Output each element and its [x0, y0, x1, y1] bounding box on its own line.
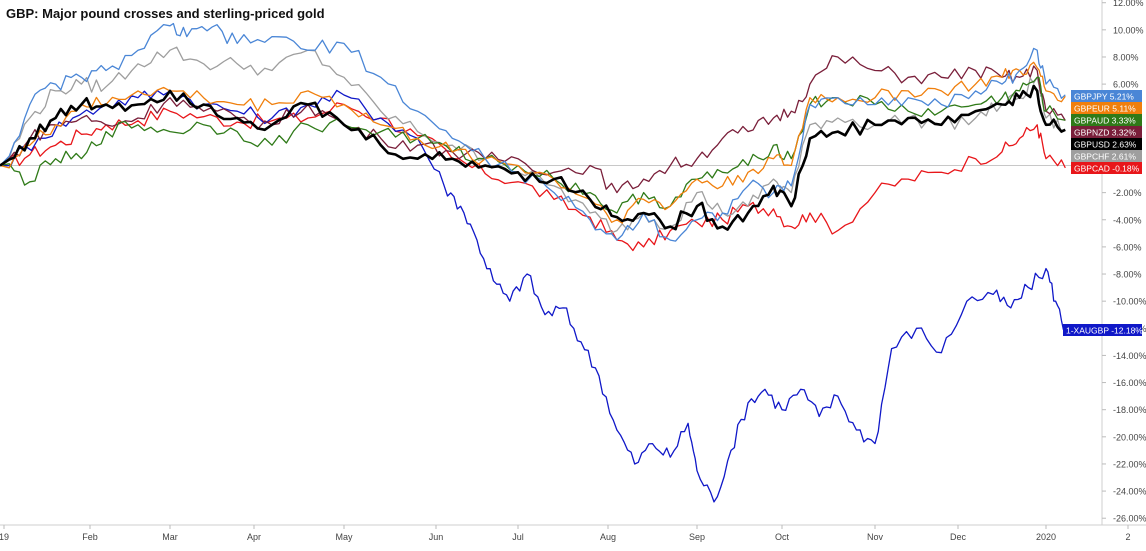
- x-tick-label: 2: [1125, 532, 1130, 542]
- y-tick-label: -20.00%: [1113, 432, 1146, 442]
- x-tick-label: Mar: [162, 532, 178, 542]
- series-line-gbpusd: [0, 84, 1066, 231]
- value-label-bg-gbpeur: [1071, 102, 1142, 114]
- series-line-gbpjpy: [0, 22, 1066, 242]
- series-line-gbpaud: [0, 76, 1066, 214]
- y-tick-label: -10.00%: [1113, 297, 1146, 307]
- value-label-bg-gbpjpy: [1071, 90, 1142, 102]
- value-label-gbpcad: GBPCAD -0.18%: [1074, 164, 1140, 174]
- x-tick-label: 2020: [1036, 532, 1056, 542]
- y-tick-label: -24.00%: [1113, 487, 1146, 497]
- value-label-gbpaud: GBPAUD 3.33%: [1074, 116, 1136, 126]
- y-tick-label: 8.00%: [1113, 52, 1139, 62]
- y-tick-label: -8.00%: [1113, 270, 1142, 280]
- value-label-bg-gbpusd: [1071, 138, 1142, 150]
- series-line-1-xaugbp: [0, 89, 1066, 503]
- value-label-bg-gbpcad: [1071, 162, 1142, 174]
- series-line-gbpchf: [0, 46, 1066, 234]
- y-tick-label: 6.00%: [1113, 80, 1139, 90]
- y-tick-label: -26.00%: [1113, 514, 1146, 524]
- x-tick-label: Aug: [600, 532, 616, 542]
- x-tick-label: Sep: [689, 532, 705, 542]
- value-label-gbpjpy: GBPJPY 5.21%: [1074, 92, 1134, 102]
- value-label-bg-gbpnzd: [1071, 126, 1142, 138]
- value-label-gbpnzd: GBPNZD 3.32%: [1074, 128, 1136, 138]
- x-tick-label: 19: [0, 532, 9, 542]
- y-tick-label: -22.00%: [1113, 459, 1146, 469]
- y-tick-label: 10.00%: [1113, 25, 1144, 35]
- y-tick-label: -16.00%: [1113, 378, 1146, 388]
- y-tick-label: -6.00%: [1113, 242, 1142, 252]
- series-line-gbpnzd: [0, 55, 1066, 194]
- value-label-bg-gbpaud: [1071, 114, 1142, 126]
- series-line-gbpcad: [0, 102, 1066, 252]
- value-label-bg-gbpchf: [1071, 150, 1142, 162]
- value-label-gbpeur: GBPEUR 5.11%: [1074, 104, 1136, 114]
- y-tick-label: -2.00%: [1113, 188, 1142, 198]
- x-tick-label: Dec: [950, 532, 967, 542]
- value-label-gbpchf: GBPCHF 2.61%: [1074, 152, 1136, 162]
- value-label-1-xaugbp: 1-XAUGBP -12.18%: [1066, 326, 1143, 336]
- x-tick-label: May: [335, 532, 353, 542]
- x-tick-label: Jul: [512, 532, 524, 542]
- x-tick-label: Jun: [429, 532, 444, 542]
- y-tick-label: 12.00%: [1113, 0, 1144, 8]
- chart-title: GBP: Major pound crosses and sterling-pr…: [6, 6, 325, 21]
- series-line-gbpeur: [0, 61, 1066, 224]
- y-tick-label: -14.00%: [1113, 351, 1146, 361]
- y-tick-label: -4.00%: [1113, 215, 1142, 225]
- x-tick-label: Feb: [82, 532, 98, 542]
- x-tick-label: Apr: [247, 532, 261, 542]
- value-label-bg-1-xaugbp: [1063, 324, 1142, 336]
- x-tick-label: Oct: [775, 532, 790, 542]
- x-tick-label: Nov: [867, 532, 884, 542]
- value-label-gbpusd: GBPUSD 2.63%: [1074, 140, 1137, 150]
- y-tick-label: -18.00%: [1113, 405, 1146, 415]
